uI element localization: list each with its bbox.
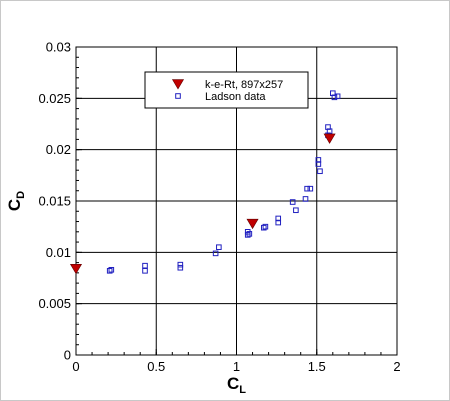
ladson-data-point: [317, 168, 323, 175]
ladson-data-point: [106, 268, 113, 274]
x-axis-label: CL: [227, 374, 246, 396]
axis-ticks: 0 0.5 1 1.5 2 0 0.005 0.01 0.015 0.02 0.025 0.03: [38, 40, 400, 375]
legend-label: Ladson data: [205, 91, 266, 103]
ladson-data-point: [260, 224, 267, 231]
ladson-data-point: [177, 261, 184, 268]
y-axis-label: CD: [5, 191, 27, 211]
x-tick-label: 0: [72, 359, 79, 374]
y-tick-label: 0.015: [38, 194, 71, 209]
ladson-data-point: [244, 232, 251, 238]
ladson-data-point: [289, 199, 296, 205]
computed-point-marker: [323, 133, 336, 144]
ladson-data-point: [246, 231, 253, 237]
ladson-data-point: [331, 94, 338, 101]
y-tick-label: 0.02: [46, 142, 71, 157]
computed-point-marker: [69, 264, 83, 275]
x-tick-label: 1.5: [308, 359, 326, 374]
ladson-data-point: [262, 223, 269, 230]
ladson-data-point: [275, 215, 282, 222]
ladson-data-point: [293, 207, 299, 214]
ladson-data-point: [302, 196, 309, 202]
y-axis-label-main: C: [5, 199, 24, 211]
ladson-data-point: [326, 128, 333, 134]
ladson-data-point: [216, 244, 222, 250]
ladson-data-point: [334, 93, 341, 100]
y-tick-label: 0.025: [38, 91, 71, 106]
legend-box: [144, 71, 309, 109]
y-tick-label: 0.03: [46, 40, 71, 55]
data-points: [69, 90, 341, 275]
ladson-data-point: [177, 264, 184, 271]
y-axis-label-sub: D: [15, 191, 27, 199]
y-tick-label: 0.005: [38, 296, 71, 311]
legend-label: k-e-Rt, 897x257: [205, 79, 283, 91]
x-axis-label-main: C: [227, 374, 239, 393]
legend-triangle-marker: [171, 79, 185, 90]
x-tick-label: 0.5: [147, 359, 165, 374]
x-axis-label-sub: L: [239, 384, 246, 396]
ladson-data-point: [212, 250, 219, 257]
x-tick-label: 2: [393, 359, 400, 374]
legend-square-marker: [175, 93, 181, 99]
computed-point-marker: [246, 218, 259, 230]
ladson-data-point: [142, 268, 148, 274]
ladson-data-point: [307, 185, 314, 192]
ladson-data-point: [315, 157, 322, 163]
x-tick-label: 1: [233, 359, 240, 374]
ladson-data-point: [142, 262, 148, 269]
y-tick-label: 0: [64, 348, 71, 363]
ladson-data-point: [304, 185, 310, 192]
y-tick-label: 0.01: [46, 245, 71, 260]
ladson-data-point: [108, 266, 115, 273]
